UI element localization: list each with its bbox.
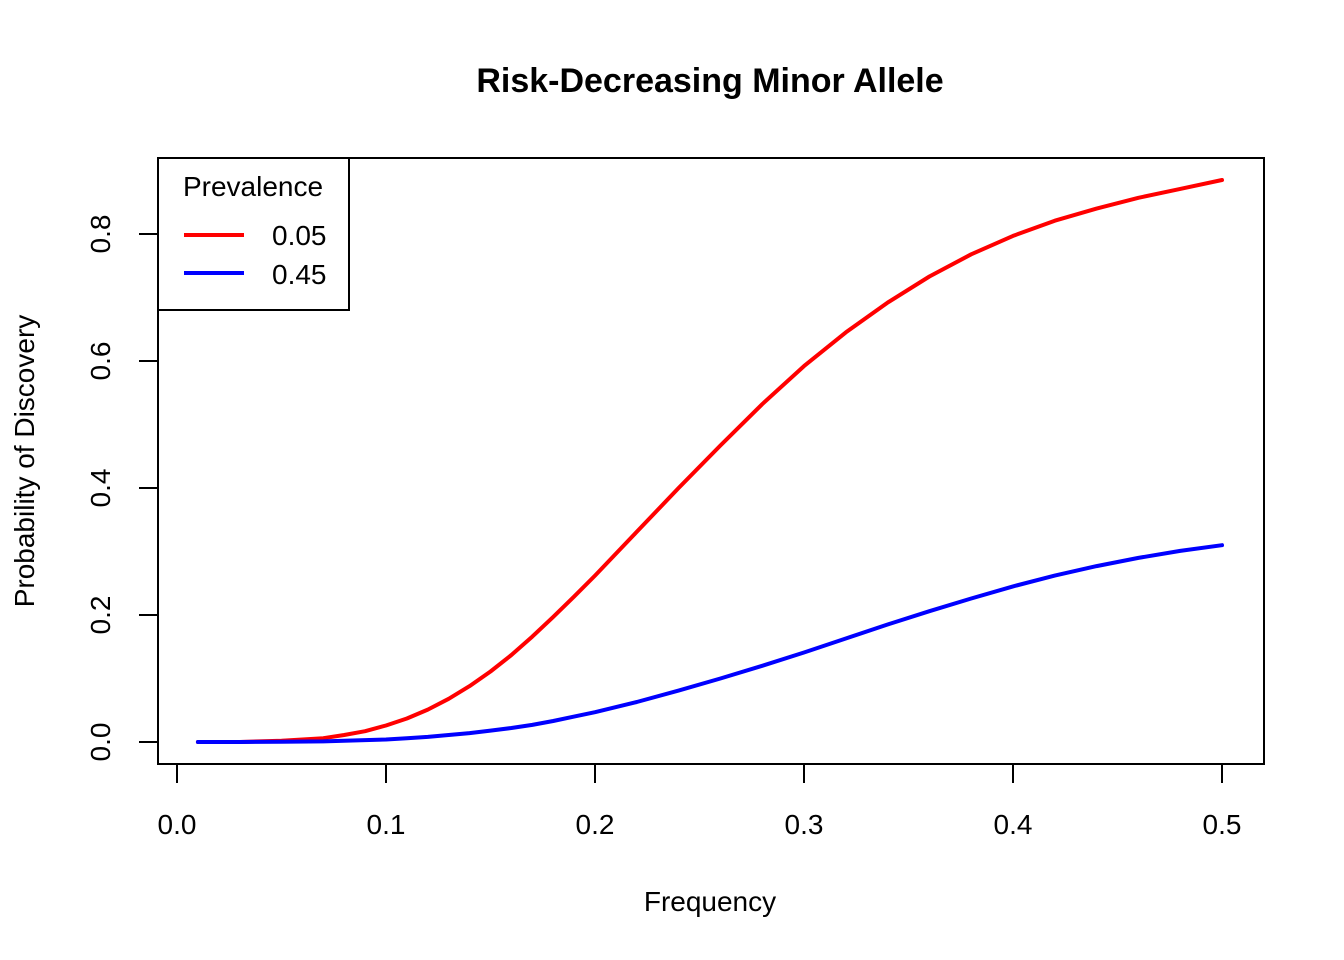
x-tick-label: 0.1 [367, 809, 406, 840]
legend-title: Prevalence [183, 171, 323, 202]
series-line-1 [195, 178, 1224, 744]
legend: Prevalence 0.05 0.45 [157, 157, 350, 311]
legend-label-series-1: 0.05 [272, 220, 327, 251]
y-tick-label: 0.2 [85, 596, 116, 635]
y-tick-label: 0.6 [85, 342, 116, 381]
legend-label-series-2: 0.45 [272, 259, 327, 290]
x-tick-label: 0.5 [1203, 809, 1242, 840]
x-tick-label: 0.3 [785, 809, 824, 840]
series-line-2 [195, 543, 1224, 744]
x-tick-label: 0.4 [994, 809, 1033, 840]
chart-title: Risk-Decreasing Minor Allele [476, 62, 943, 100]
x-tick-label: 0.0 [158, 809, 197, 840]
x-tick-label: 0.2 [576, 809, 615, 840]
series-layer [195, 178, 1224, 744]
y-tick-label: 0.0 [85, 723, 116, 762]
y-axis-label: Probability of Discovery [9, 315, 40, 608]
y-axis: 0.0 0.2 0.4 0.6 0.8 [85, 215, 159, 762]
y-tick-label: 0.4 [85, 469, 116, 508]
x-axis-label: Frequency [644, 886, 776, 917]
x-axis: 0.0 0.1 0.2 0.3 0.4 0.5 [158, 763, 1242, 840]
y-tick-label: 0.8 [85, 215, 116, 254]
